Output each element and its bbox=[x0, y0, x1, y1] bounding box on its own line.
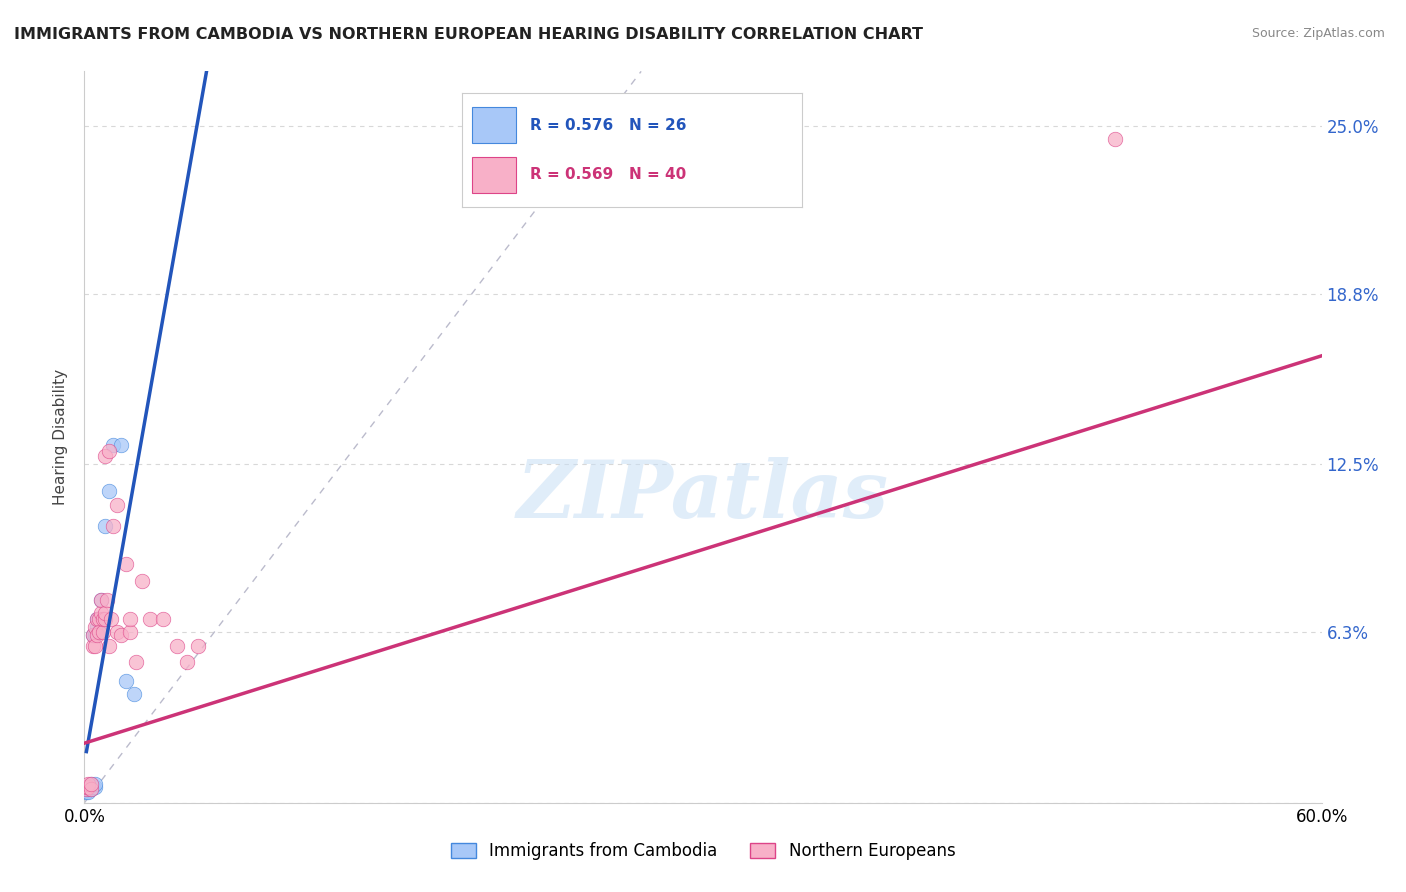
Point bbox=[87, 625, 110, 640]
Point bbox=[87, 625, 110, 640]
Point bbox=[105, 625, 128, 640]
Point bbox=[75, 785, 97, 799]
Point bbox=[98, 639, 121, 653]
Point bbox=[79, 777, 101, 791]
Point bbox=[86, 628, 108, 642]
Point bbox=[82, 628, 104, 642]
Point bbox=[90, 592, 112, 607]
Point bbox=[82, 628, 104, 642]
Point bbox=[96, 592, 118, 607]
Point bbox=[83, 777, 105, 791]
Legend: Immigrants from Cambodia, Northern Europeans: Immigrants from Cambodia, Northern Europ… bbox=[450, 842, 956, 860]
Point bbox=[77, 782, 100, 797]
Point bbox=[105, 498, 128, 512]
Point bbox=[139, 611, 162, 625]
Point bbox=[91, 611, 114, 625]
Point bbox=[166, 639, 188, 653]
Point bbox=[187, 639, 209, 653]
Point bbox=[82, 639, 104, 653]
Point bbox=[82, 780, 104, 794]
Text: IMMIGRANTS FROM CAMBODIA VS NORTHERN EUROPEAN HEARING DISABILITY CORRELATION CHA: IMMIGRANTS FROM CAMBODIA VS NORTHERN EUR… bbox=[14, 27, 924, 42]
Point bbox=[122, 688, 145, 702]
Point bbox=[98, 484, 121, 499]
Point bbox=[91, 611, 114, 625]
Point bbox=[94, 611, 117, 625]
Point bbox=[83, 780, 105, 794]
Point bbox=[152, 611, 174, 625]
Point bbox=[110, 438, 132, 452]
Point bbox=[79, 780, 101, 794]
Point bbox=[86, 611, 108, 625]
Point bbox=[114, 558, 136, 572]
Point bbox=[77, 777, 100, 791]
Point bbox=[94, 606, 117, 620]
Point bbox=[110, 628, 132, 642]
Point bbox=[118, 611, 141, 625]
Point bbox=[114, 673, 136, 688]
Point bbox=[118, 625, 141, 640]
Point bbox=[90, 592, 112, 607]
Point bbox=[79, 777, 101, 791]
Point bbox=[86, 611, 108, 625]
Point bbox=[103, 438, 125, 452]
Point bbox=[91, 625, 114, 640]
Point bbox=[94, 449, 117, 463]
Point bbox=[176, 655, 198, 669]
Point bbox=[77, 780, 100, 794]
Point bbox=[86, 620, 108, 634]
Point bbox=[90, 606, 112, 620]
Point bbox=[98, 443, 121, 458]
Point bbox=[75, 780, 97, 794]
Point bbox=[100, 611, 122, 625]
Text: ZIPatlas: ZIPatlas bbox=[517, 457, 889, 534]
Point bbox=[83, 639, 105, 653]
Point bbox=[75, 782, 97, 797]
Point bbox=[87, 611, 110, 625]
Point bbox=[75, 782, 97, 797]
Point bbox=[79, 782, 101, 797]
Point bbox=[87, 611, 110, 625]
Point bbox=[1104, 132, 1126, 146]
Point bbox=[75, 780, 97, 794]
Point bbox=[77, 785, 100, 799]
Point bbox=[131, 574, 153, 588]
Point bbox=[83, 628, 105, 642]
Point bbox=[125, 655, 148, 669]
Point bbox=[79, 782, 101, 797]
Point bbox=[94, 519, 117, 533]
Text: Source: ZipAtlas.com: Source: ZipAtlas.com bbox=[1251, 27, 1385, 40]
Y-axis label: Hearing Disability: Hearing Disability bbox=[53, 369, 69, 505]
Point bbox=[77, 780, 100, 794]
Point bbox=[83, 620, 105, 634]
Point bbox=[103, 519, 125, 533]
